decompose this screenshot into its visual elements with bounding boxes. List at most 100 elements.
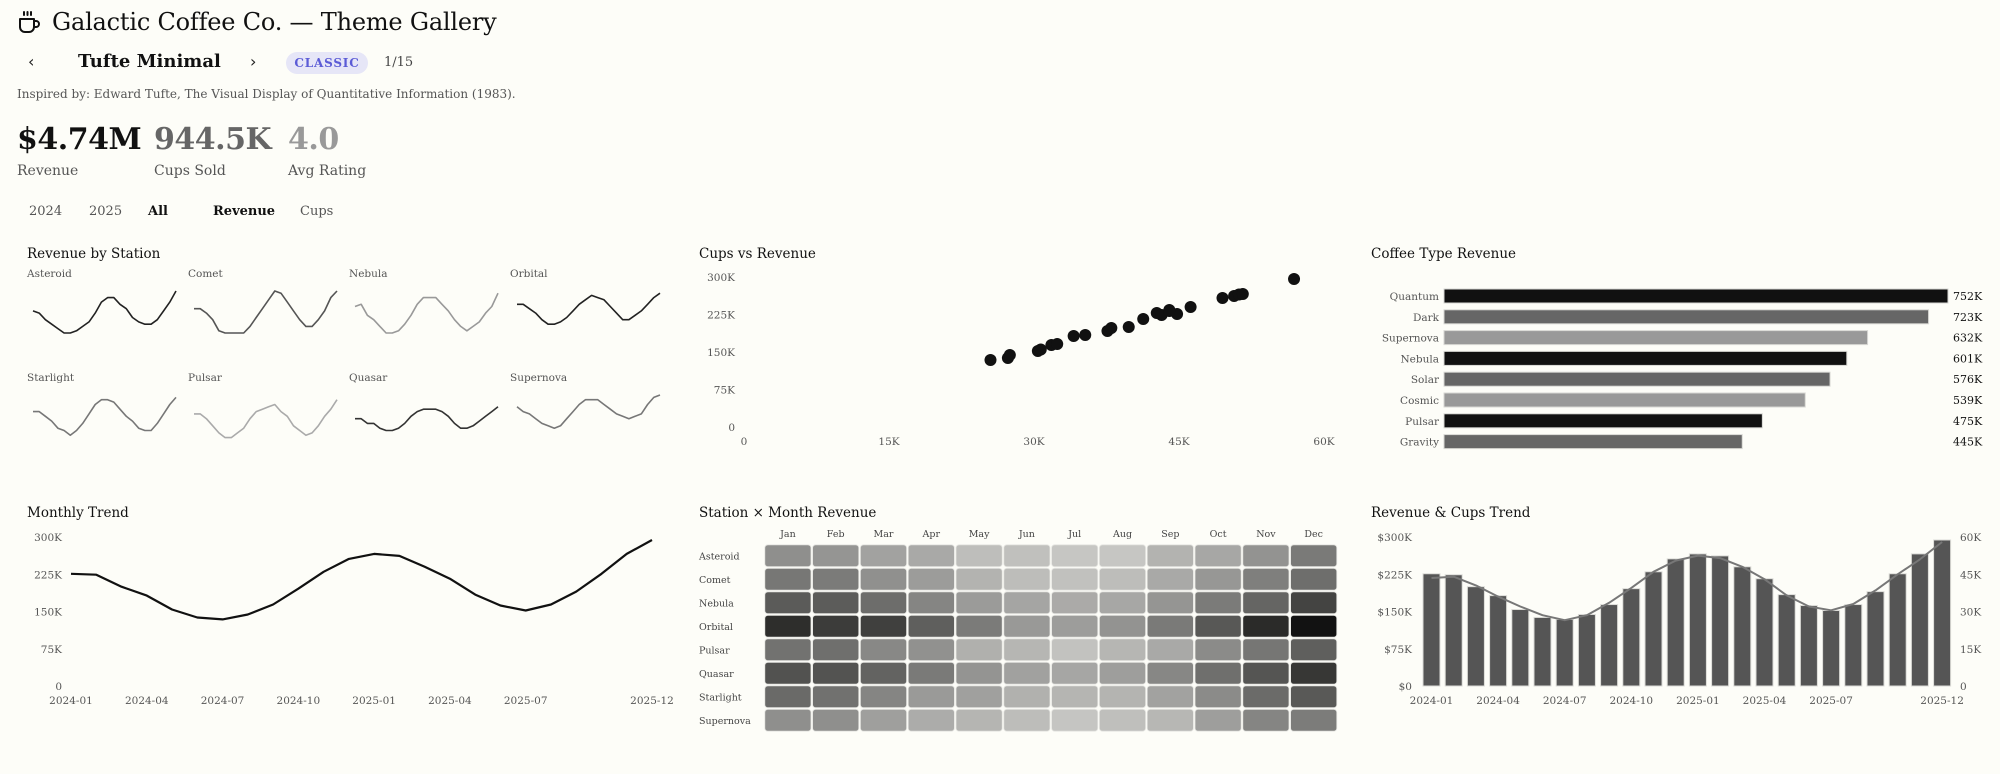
heatmap-cell[interactable] <box>955 661 1003 685</box>
scatter-point[interactable] <box>1137 313 1150 325</box>
revenue-bar[interactable] <box>1711 555 1730 687</box>
heatmap-cell[interactable] <box>860 708 908 732</box>
heatmap-cell[interactable] <box>812 638 860 662</box>
heatmap-cell[interactable] <box>1051 685 1099 709</box>
revenue-bar[interactable] <box>1577 613 1596 687</box>
heatmap-cell[interactable] <box>907 544 955 568</box>
filter-year-all[interactable]: All <box>148 204 168 219</box>
heatmap-cell[interactable] <box>764 685 812 709</box>
heatmap-cell[interactable] <box>1099 661 1147 685</box>
revenue-bar[interactable] <box>1600 604 1619 687</box>
scatter-point[interactable] <box>1003 349 1016 361</box>
filter-year-2025[interactable]: 2025 <box>89 204 123 219</box>
bar-nebula[interactable] <box>1443 350 1848 366</box>
heatmap-cell[interactable] <box>1099 567 1147 591</box>
heatmap-cell[interactable] <box>907 661 955 685</box>
heatmap-cell[interactable] <box>1242 591 1290 615</box>
revenue-bar[interactable] <box>1511 609 1530 687</box>
heatmap-cell[interactable] <box>955 614 1003 638</box>
heatmap-cell[interactable] <box>1290 685 1338 709</box>
revenue-bar[interactable] <box>1822 610 1841 687</box>
heatmap-cell[interactable] <box>1003 638 1051 662</box>
heatmap-cell[interactable] <box>1242 685 1290 709</box>
heatmap-cell[interactable] <box>907 685 955 709</box>
heatmap-cell[interactable] <box>1194 661 1242 685</box>
heatmap-cell[interactable] <box>1146 591 1194 615</box>
scatter-point[interactable] <box>1216 292 1229 304</box>
heatmap-cell[interactable] <box>1146 685 1194 709</box>
revenue-bar[interactable] <box>1866 591 1885 687</box>
heatmap-cell[interactable] <box>1099 591 1147 615</box>
heatmap-cell[interactable] <box>1003 591 1051 615</box>
heatmap-cell[interactable] <box>907 708 955 732</box>
heatmap-cell[interactable] <box>1051 708 1099 732</box>
scatter-point[interactable] <box>1067 330 1080 342</box>
heatmap-cell[interactable] <box>1099 708 1147 732</box>
heatmap-cell[interactable] <box>1194 544 1242 568</box>
heatmap-cell[interactable] <box>860 661 908 685</box>
heatmap-cell[interactable] <box>812 661 860 685</box>
heatmap-cell[interactable] <box>1051 614 1099 638</box>
heatmap-cell[interactable] <box>1242 567 1290 591</box>
bar-dark[interactable] <box>1443 309 1930 325</box>
heatmap-cell[interactable] <box>1194 567 1242 591</box>
heatmap-cell[interactable] <box>1051 661 1099 685</box>
revenue-bar[interactable] <box>1844 604 1863 687</box>
heatmap-cell[interactable] <box>1194 638 1242 662</box>
scatter-point[interactable] <box>984 354 997 366</box>
heatmap-cell[interactable] <box>812 614 860 638</box>
heatmap-cell[interactable] <box>955 544 1003 568</box>
bar-quantum[interactable] <box>1443 288 1949 304</box>
filter-metric-revenue[interactable]: Revenue <box>213 204 276 219</box>
heatmap-cell[interactable] <box>1242 708 1290 732</box>
heatmap-cell[interactable] <box>764 614 812 638</box>
heatmap-cell[interactable] <box>1146 708 1194 732</box>
heatmap-cell[interactable] <box>1242 614 1290 638</box>
heatmap-cell[interactable] <box>1290 544 1338 568</box>
revenue-bar[interactable] <box>1444 574 1463 687</box>
heatmap-cell[interactable] <box>860 567 908 591</box>
revenue-bar[interactable] <box>1466 586 1485 687</box>
heatmap-cell[interactable] <box>1003 685 1051 709</box>
revenue-bar[interactable] <box>1910 553 1929 687</box>
scatter-point[interactable] <box>1163 305 1176 317</box>
heatmap-cell[interactable] <box>1146 567 1194 591</box>
heatmap-cell[interactable] <box>812 544 860 568</box>
heatmap-cell[interactable] <box>1194 685 1242 709</box>
heatmap-cell[interactable] <box>955 708 1003 732</box>
heatmap-cell[interactable] <box>1051 544 1099 568</box>
heatmap-cell[interactable] <box>812 708 860 732</box>
heatmap-cell[interactable] <box>1146 544 1194 568</box>
heatmap-cell[interactable] <box>1003 544 1051 568</box>
revenue-bar[interactable] <box>1755 578 1774 687</box>
heatmap-cell[interactable] <box>1194 591 1242 615</box>
heatmap-cell[interactable] <box>1099 544 1147 568</box>
heatmap-cell[interactable] <box>764 544 812 568</box>
heatmap-cell[interactable] <box>955 567 1003 591</box>
heatmap-cell[interactable] <box>1290 591 1338 615</box>
revenue-bar[interactable] <box>1777 594 1796 687</box>
heatmap-cell[interactable] <box>764 638 812 662</box>
heatmap-cell[interactable] <box>1099 614 1147 638</box>
heatmap-cell[interactable] <box>1051 638 1099 662</box>
heatmap-cell[interactable] <box>1099 685 1147 709</box>
heatmap-cell[interactable] <box>1290 614 1338 638</box>
filter-year-2024[interactable]: 2024 <box>29 204 63 219</box>
heatmap-cell[interactable] <box>860 685 908 709</box>
revenue-bar[interactable] <box>1933 539 1952 687</box>
prev-theme-button[interactable]: ‹ <box>28 52 35 71</box>
revenue-bar[interactable] <box>1489 595 1508 687</box>
heatmap-cell[interactable] <box>1003 567 1051 591</box>
heatmap-cell[interactable] <box>812 685 860 709</box>
bar-cosmic[interactable] <box>1443 392 1806 408</box>
scatter-point[interactable] <box>1034 343 1047 356</box>
heatmap-cell[interactable] <box>764 708 812 732</box>
heatmap-cell[interactable] <box>1242 661 1290 685</box>
heatmap-cell[interactable] <box>1099 638 1147 662</box>
revenue-bar[interactable] <box>1622 588 1641 687</box>
heatmap-cell[interactable] <box>1003 661 1051 685</box>
heatmap-cell[interactable] <box>907 567 955 591</box>
bar-solar[interactable] <box>1443 371 1831 387</box>
heatmap-cell[interactable] <box>1290 638 1338 662</box>
scatter-point[interactable] <box>1105 322 1118 334</box>
